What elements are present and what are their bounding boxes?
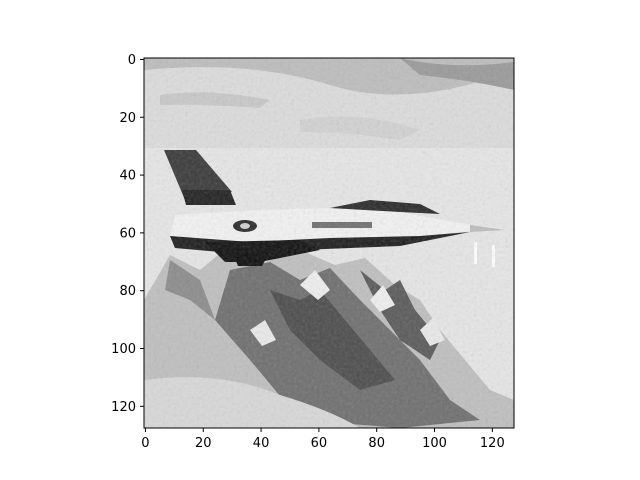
axes-frame [143, 57, 515, 429]
image-raster [144, 58, 514, 428]
x-tick-label: 40 [253, 436, 270, 451]
y-tick-label: 120 [111, 400, 136, 415]
x-tick-label: 80 [368, 436, 385, 451]
y-axis: 0 20 40 60 80 100 120 [111, 53, 144, 415]
x-tick-label: 0 [141, 436, 149, 451]
x-axis: 0 20 40 60 80 100 120 [141, 428, 505, 451]
y-tick-label: 20 [119, 111, 136, 126]
x-tick-label: 60 [311, 436, 328, 451]
y-tick-label: 80 [119, 284, 136, 299]
y-tick-label: 40 [119, 169, 136, 184]
y-tick-label: 100 [111, 342, 136, 357]
y-tick-label: 60 [119, 226, 136, 241]
y-tick-label: 0 [128, 53, 136, 68]
x-tick-label: 100 [422, 436, 447, 451]
x-tick-label: 20 [195, 436, 212, 451]
x-tick-label: 120 [480, 436, 505, 451]
